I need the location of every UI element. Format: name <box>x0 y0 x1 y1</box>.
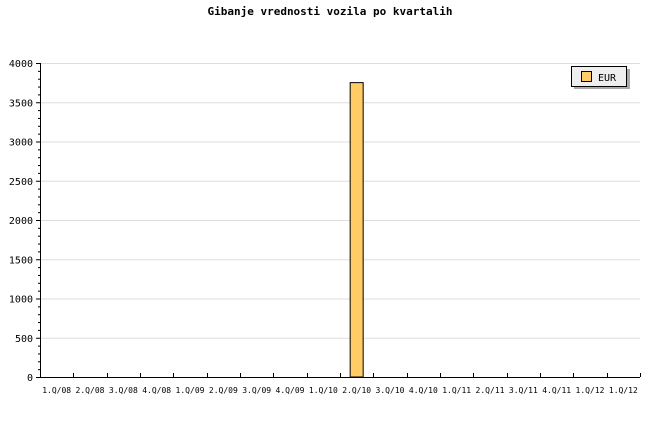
x-tick-label: 1.Q/10 <box>309 386 338 395</box>
x-tick-label: 1.Q/11 <box>442 386 471 395</box>
bar-2.Q/10 <box>349 82 364 378</box>
x-tick-label: 2.Q/10 <box>342 386 371 395</box>
x-tick-label: 3.Q/10 <box>376 386 405 395</box>
x-tick-label: 1.Q/12 <box>576 386 605 395</box>
chart-title: Gibanje vrednosti vozila po kvartalih <box>207 5 452 18</box>
legend-swatch <box>581 71 592 82</box>
x-tick-label: 3.Q/08 <box>109 386 138 395</box>
y-tick-label: 1500 <box>9 255 33 266</box>
y-tick-label: 3500 <box>9 98 33 109</box>
legend: EUR <box>571 66 630 89</box>
x-tick-label: 3.Q/11 <box>509 386 538 395</box>
x-tick-label: 2.Q/09 <box>209 386 238 395</box>
y-tick-label: 1000 <box>9 295 33 306</box>
y-tick-label: 2000 <box>9 216 33 227</box>
y-tick-label: 0 <box>27 373 33 384</box>
x-tick-label: 4.Q/08 <box>142 386 171 395</box>
x-tick-label: 4.Q/10 <box>409 386 438 395</box>
legend-label: EUR <box>598 73 617 84</box>
x-tick-label: 1.Q/12 <box>609 386 638 395</box>
x-tick-label: 1.Q/08 <box>42 386 71 395</box>
y-tick-label: 2500 <box>9 177 33 188</box>
x-tick-label: 2.Q/11 <box>476 386 505 395</box>
y-tick-label: 4000 <box>9 59 33 70</box>
y-tick-label: 3000 <box>9 138 33 149</box>
y-tick-label: 500 <box>15 334 33 345</box>
x-tick-label: 1.Q/09 <box>176 386 205 395</box>
x-tick-label: 4.Q/11 <box>542 386 571 395</box>
x-tick-label: 4.Q/09 <box>276 386 305 395</box>
x-tick-label: 3.Q/09 <box>242 386 271 395</box>
x-tick-label: 2.Q/08 <box>76 386 105 395</box>
